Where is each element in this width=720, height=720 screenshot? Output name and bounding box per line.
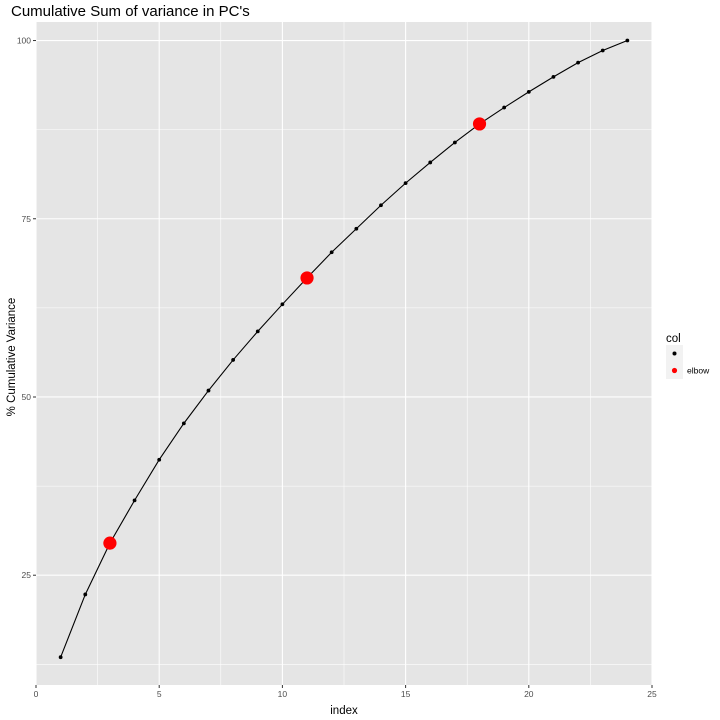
- x-tick-label: 5: [157, 689, 162, 699]
- legend-label-elbow: elbow: [687, 366, 710, 376]
- data-point: [576, 60, 580, 65]
- data-point: [206, 388, 211, 393]
- data-point: [526, 89, 531, 94]
- x-tick-label: 15: [401, 689, 411, 699]
- x-tick-label: 10: [278, 689, 288, 699]
- data-point: [58, 655, 63, 660]
- data-point: [181, 421, 186, 426]
- data-point: [600, 48, 605, 53]
- data-point: [379, 203, 383, 208]
- data-point: [255, 329, 260, 334]
- data-point: [354, 226, 359, 231]
- major-gridlines: [35, 22, 653, 685]
- elbow-points: [103, 117, 487, 550]
- elbow-point: [472, 117, 487, 131]
- x-tick-label: 0: [34, 689, 39, 699]
- data-point: [625, 38, 630, 43]
- minor-gridlines: [36, 22, 652, 685]
- x-tick-label: 20: [524, 689, 534, 699]
- series-line-group: [60, 40, 628, 658]
- data-point: [157, 457, 162, 462]
- y-tick-label: 25: [22, 570, 32, 580]
- data-point: [231, 358, 236, 362]
- data-point: [132, 498, 137, 503]
- axis-ticks: 0 5 10 15 20 25 25 50 75 100: [17, 36, 657, 699]
- y-tick-label: 100: [17, 36, 31, 46]
- data-point: [551, 74, 556, 79]
- chart-title: Cumulative Sum of variance in PC's: [11, 3, 250, 20]
- data-point: [403, 181, 408, 186]
- y-axis-title: % Cumulative Variance: [6, 298, 18, 417]
- legend-swatch-elbow: [671, 367, 678, 374]
- data-point: [428, 160, 433, 165]
- legend-swatch-default: [672, 351, 677, 356]
- elbow-point: [300, 271, 314, 285]
- data-point: [502, 105, 507, 110]
- data-point: [329, 250, 334, 255]
- y-tick-label: 50: [22, 392, 32, 402]
- legend: col elbow: [666, 333, 710, 379]
- series-line: [60, 40, 628, 658]
- data-point: [452, 140, 457, 145]
- data-point: [83, 592, 88, 597]
- y-tick-label: 75: [22, 214, 32, 224]
- x-tick-label: 25: [647, 689, 657, 699]
- legend-title: col: [666, 333, 681, 345]
- elbow-point: [103, 536, 117, 550]
- data-point: [280, 302, 285, 307]
- x-axis-title: index: [330, 705, 358, 717]
